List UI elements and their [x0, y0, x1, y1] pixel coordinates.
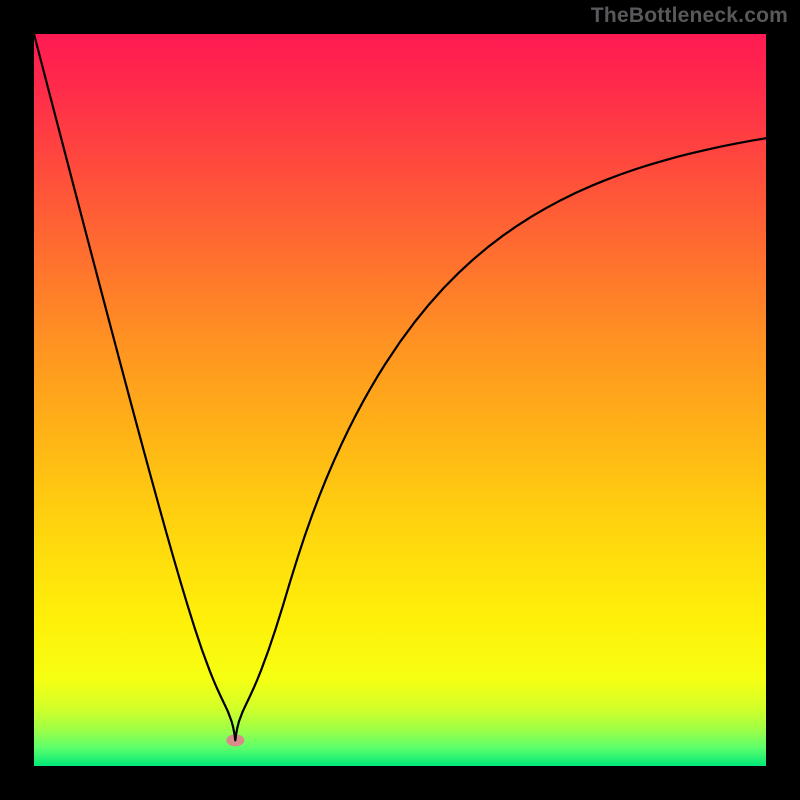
plot-background	[34, 34, 766, 766]
watermark-text: TheBottleneck.com	[591, 4, 788, 28]
plot-area	[34, 34, 766, 766]
chart-container: TheBottleneck.com	[0, 0, 800, 800]
plot-svg	[34, 34, 766, 766]
